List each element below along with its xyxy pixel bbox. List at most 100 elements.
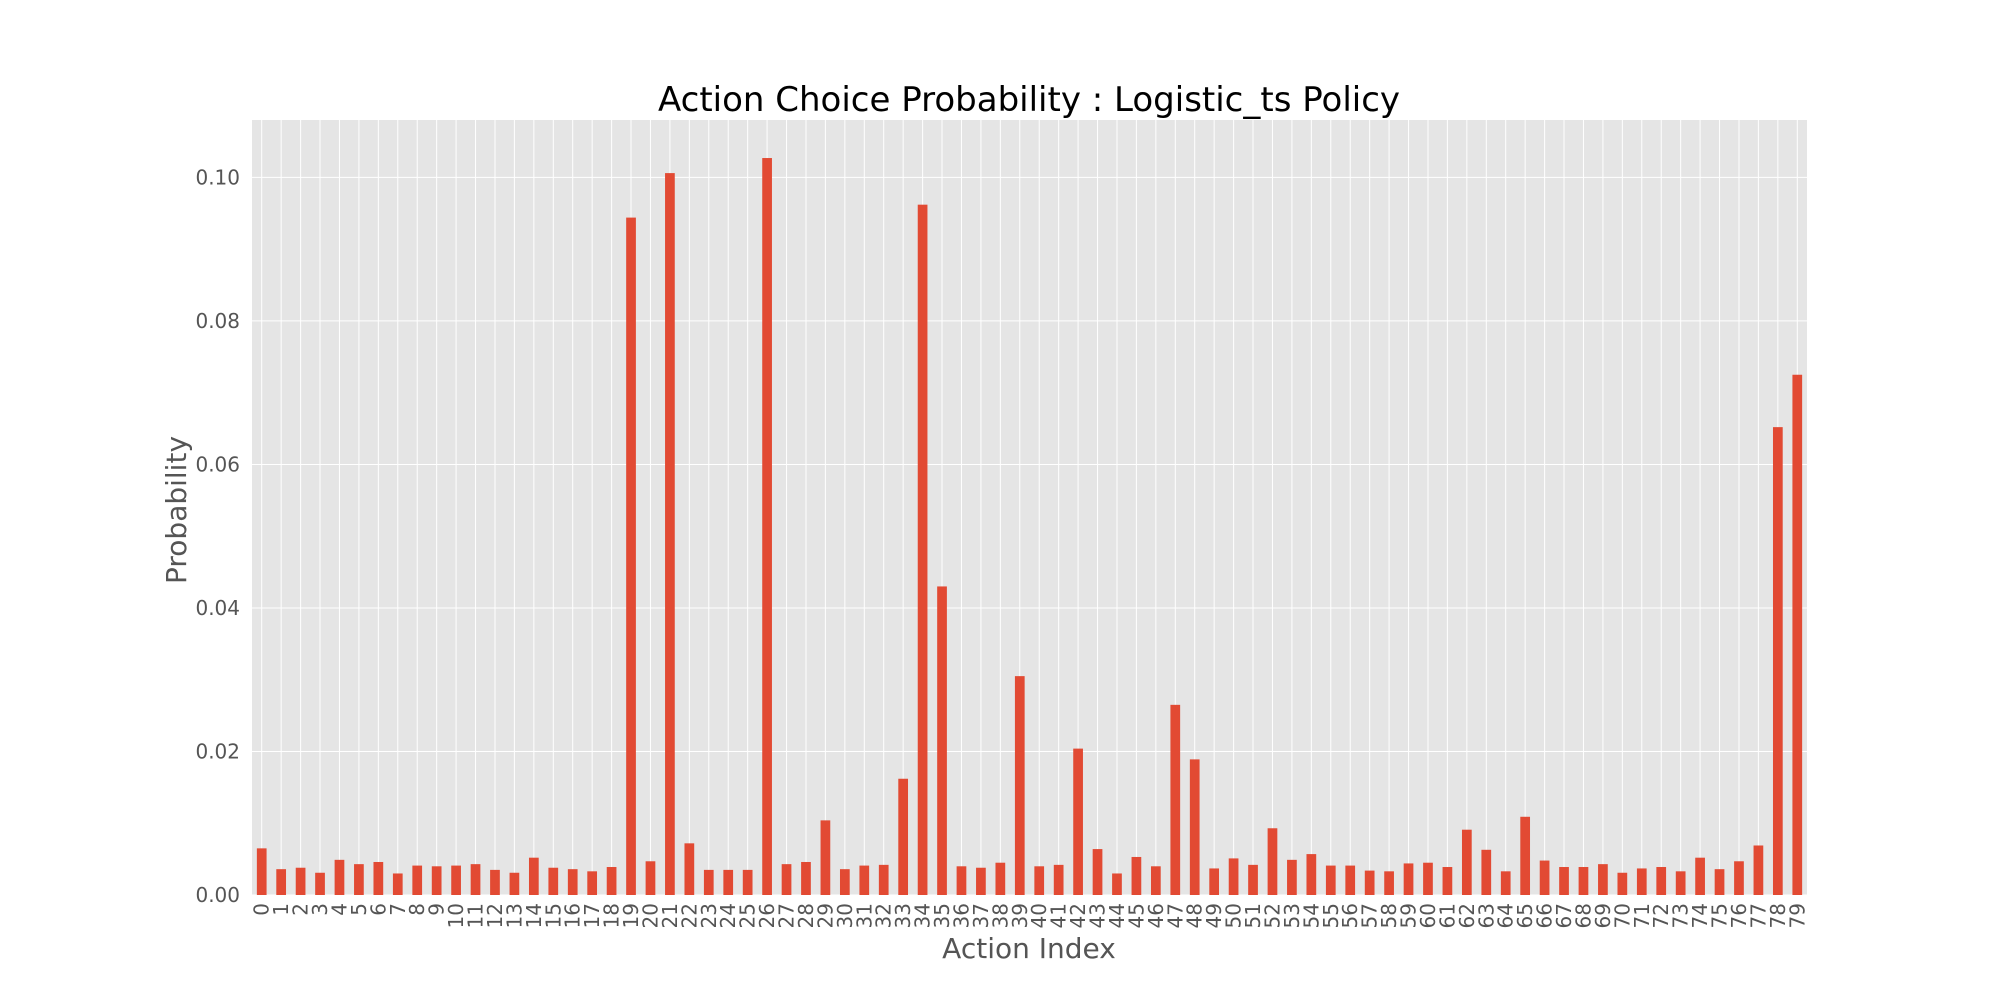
x-tick-label: 46 [1144,903,1168,928]
x-tick-label: 73 [1669,903,1693,928]
bar [665,173,675,895]
bar [1598,864,1608,895]
x-tick-label: 40 [1027,903,1051,928]
bar [354,864,364,895]
bar [1306,854,1317,895]
bar [703,869,714,895]
horizontal-gridlines [252,176,1807,896]
bar [1287,859,1297,895]
bar [256,848,267,895]
bar [684,843,695,895]
x-tick-label: 22 [677,903,701,928]
x-tick-label: 3 [308,903,332,916]
bar [1772,427,1783,895]
x-tick-label: 49 [1202,903,1226,928]
bar [1714,869,1725,895]
bar [1442,867,1453,895]
x-tick-labels: 0123456789101112131415161718192021222324… [250,903,1810,928]
x-tick-label: 56 [1338,903,1362,928]
x-tick-label: 66 [1533,903,1557,928]
x-tick-label: 28 [794,903,818,928]
bar [878,864,889,895]
x-tick-label: 61 [1435,903,1459,928]
x-tick-label: 7 [386,903,410,916]
bar [801,861,811,895]
bar [1734,861,1744,895]
x-tick-label: 44 [1105,903,1129,928]
bar [937,586,947,895]
x-tick-label: 70 [1610,903,1634,928]
x-tick-label: 45 [1124,903,1148,928]
bar [528,857,539,895]
x-tick-label: 57 [1358,903,1382,928]
x-tick-label: 41 [1047,903,1071,928]
bar [1170,704,1181,895]
bar [431,866,442,895]
x-tick-label: 60 [1416,903,1440,928]
x-tick-label: 31 [852,903,876,928]
x-tick-label: 4 [327,903,351,916]
bar [548,867,559,895]
bar [334,859,345,895]
bar [1131,856,1142,895]
bar [1695,857,1705,895]
x-tick-label: 8 [405,903,429,916]
x-tick-label: 20 [638,903,662,928]
bar [1617,872,1628,895]
x-tick-label: 51 [1241,903,1265,928]
bar [1150,866,1161,895]
bar [1753,845,1764,895]
bar [956,866,967,895]
x-tick-label: 78 [1766,903,1790,928]
bar [1364,870,1375,895]
x-tick-label: 39 [1008,903,1032,928]
x-tick-label: 35 [930,903,954,928]
y-axis-label: Probability [160,436,193,584]
bar [1228,858,1239,895]
bar [1481,849,1492,895]
bar [1675,871,1686,895]
x-tick-label: 52 [1260,903,1284,928]
bar [567,869,578,895]
x-tick-label: 6 [366,903,390,916]
bar [1248,864,1258,895]
bar [295,867,306,895]
x-tick-label: 64 [1494,903,1518,928]
x-tick-label: 38 [988,903,1012,928]
bar [412,865,423,895]
x-tick-label: 75 [1708,903,1732,928]
x-tick-label: 0 [250,903,274,916]
x-tick-label: 5 [347,903,371,916]
x-tick-label: 13 [502,903,526,928]
x-tick-label: 72 [1649,903,1673,928]
chart-title: Action Choice Probability : Logistic_ts … [658,80,1400,120]
x-tick-label: 43 [1086,903,1110,928]
bar [995,862,1006,895]
x-tick-label: 25 [736,903,760,928]
bar [898,778,909,895]
y-tick-label: 0.04 [195,596,240,620]
bar [470,864,481,895]
bar [839,869,850,895]
bar [276,869,287,895]
plot-background [252,120,1807,895]
x-tick-label: 32 [872,903,896,928]
bar [451,865,461,895]
x-tick-label: 50 [1222,903,1246,928]
x-tick-label: 62 [1455,903,1479,928]
x-tick-label: 48 [1183,903,1207,928]
bar [1189,759,1200,895]
x-tick-label: 18 [600,903,624,928]
x-tick-label: 67 [1552,903,1576,928]
x-tick-label: 68 [1571,903,1595,928]
x-axis-label: Action Index [942,932,1116,965]
bar [1520,816,1531,895]
bar [1034,866,1045,895]
x-tick-label: 17 [580,903,604,928]
bar [490,869,500,895]
bar [1559,867,1569,895]
bar [1073,748,1083,895]
x-tick-label: 74 [1688,903,1712,928]
bar [1539,860,1550,895]
x-tick-label: 36 [949,903,973,928]
